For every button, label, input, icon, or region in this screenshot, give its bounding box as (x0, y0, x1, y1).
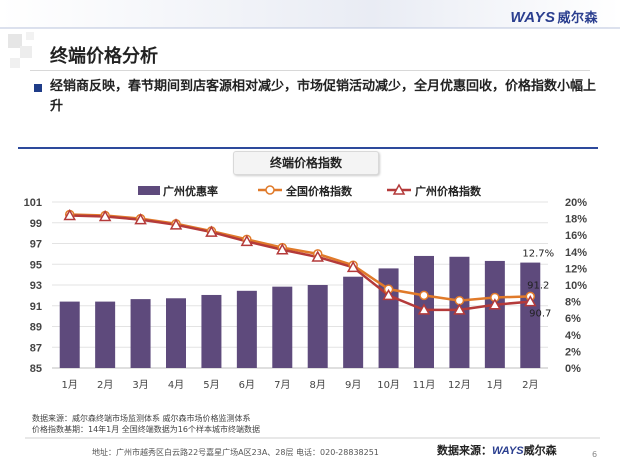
guangzhou-index-point (311, 250, 324, 262)
y-right-tick-label: 6% (565, 313, 581, 325)
bar-9 (343, 276, 364, 368)
chart-top-divider (18, 147, 598, 149)
y-left-tick-label: 91 (30, 301, 42, 313)
y-right-tick-label: 4% (565, 330, 581, 342)
bar-4 (166, 298, 186, 368)
bar-6 (236, 290, 257, 368)
x-tick-label: 1月 (487, 379, 503, 391)
x-tick-label: 1月 (62, 379, 78, 391)
guangzhou-index-point (488, 298, 502, 310)
footer-address: 地址：广州市越秀区白云路22号嘉星广场A区23A、28层 电话：020-2883… (92, 448, 379, 457)
annotation-national-last: 91.2 (527, 280, 549, 291)
bar-13 (484, 260, 505, 368)
guangzhou-index-point (205, 225, 218, 237)
brand-logo-cn: 威尔森 (557, 10, 598, 25)
legend-label-national: 全国价格指数 (285, 184, 353, 198)
x-tick-label: 8月 (310, 379, 326, 391)
y-right-tick-label: 12% (565, 263, 587, 275)
x-tick-label: 5月 (203, 379, 219, 391)
legend-label-guangzhou: 广州价格指数 (415, 184, 482, 198)
x-tick-label: 6月 (239, 379, 255, 391)
source-line-1: 数据来源：威尔森终端市场监测体系 威尔森市场价格监测体系 (32, 414, 251, 423)
y-right-tick-label: 14% (565, 247, 587, 259)
national-index-point (419, 290, 429, 301)
brand-logo-text: WAYS (510, 9, 556, 26)
slide-title: 终端价格分析 (50, 46, 158, 67)
guangzhou-index-point (453, 303, 466, 315)
legend-swatch-guangzhou-point (392, 183, 406, 195)
guangzhou-index-point (134, 213, 147, 225)
y-right-tick-label: 0% (565, 363, 581, 375)
y-left-tick-label: 87 (30, 342, 42, 354)
brand-logo: WAYS 威尔森 (510, 7, 598, 26)
guangzhou-index-point (346, 260, 360, 273)
x-tick-label: 11月 (413, 379, 436, 391)
bar-2 (95, 301, 116, 368)
guangzhou-index-point (169, 218, 183, 230)
bar-14 (520, 262, 541, 368)
bullet-marker (34, 84, 42, 92)
bar-8 (307, 285, 328, 368)
footer-source-logo: WAYS (492, 445, 524, 457)
bar-7 (272, 286, 293, 368)
x-tick-label: 9月 (345, 379, 361, 391)
y-right-tick-label: 18% (565, 214, 587, 226)
footer-source: 数据来源：WAYS威尔森 (437, 442, 557, 458)
title-divider (30, 70, 590, 71)
x-tick-label: 10月 (377, 379, 400, 391)
legend-swatch-national-point (265, 185, 275, 195)
x-tick-label: 12月 (448, 379, 471, 391)
y-right-tick-label: 2% (565, 346, 581, 358)
source-note: 数据来源：威尔森终端市场监测体系 威尔森市场价格监测体系 价格指数基期：14年1… (32, 413, 260, 435)
x-tick-label: 2月 (97, 379, 113, 391)
x-tick-label: 4月 (168, 379, 184, 391)
y-left-tick-label: 85 (30, 363, 42, 375)
bar-1 (59, 301, 80, 368)
guangzhou-index-line (69, 214, 531, 312)
annotation-guangzhou-last: 90.7 (529, 309, 551, 320)
y-left-tick-label: 99 (30, 218, 42, 230)
source-line-2: 价格指数基期：14年1月 全国终端数据为16个样本城市终端数据 (32, 425, 260, 434)
chart-title-box: 终端价格指数 (233, 151, 379, 175)
guangzhou-index-point (417, 303, 431, 315)
top-bar (0, 0, 620, 30)
annotation-bar-last: 12.7% (522, 249, 554, 260)
legend-swatch-bar (138, 186, 160, 195)
y-right-tick-label: 16% (565, 230, 587, 242)
x-tick-label: 2月 (522, 379, 538, 391)
guangzhou-index-point (98, 209, 112, 222)
guangzhou-index-point (276, 243, 289, 255)
bar-5 (201, 294, 222, 368)
x-tick-label: 3月 (132, 379, 148, 391)
y-left-tick-label: 101 (24, 197, 42, 209)
footer-source-cn: 威尔森 (523, 444, 557, 457)
bar-10 (378, 268, 399, 368)
guangzhou-index-point (240, 234, 254, 247)
y-left-tick-label: 89 (30, 322, 42, 334)
top-bar-decoration (0, 0, 620, 29)
page-number: 6 (592, 450, 598, 459)
guangzhou-index-point (524, 295, 537, 307)
y-right-tick-label: 10% (565, 280, 587, 292)
y-right-tick-label: 8% (565, 297, 581, 309)
bar-3 (130, 299, 151, 368)
slide-bullet-text: 经销商反映，春节期间到店客源相对减少，市场促销活动减少，全月优惠回收，价格指数小… (50, 79, 597, 114)
title-decoration (8, 32, 34, 68)
y-left-tick-label: 95 (30, 259, 42, 271)
y-left-tick-label: 97 (30, 239, 42, 251)
guangzhou-index-point (382, 288, 395, 301)
chart-title: 终端价格指数 (269, 156, 342, 170)
footer-source-label: 数据来源： (437, 444, 492, 457)
y-right-tick-label: 20% (565, 197, 587, 209)
y-left-tick-label: 93 (30, 280, 42, 292)
legend-label-bar: 广州优惠率 (163, 184, 218, 198)
guangzhou-index-point (63, 208, 76, 221)
x-tick-label: 7月 (274, 379, 290, 391)
